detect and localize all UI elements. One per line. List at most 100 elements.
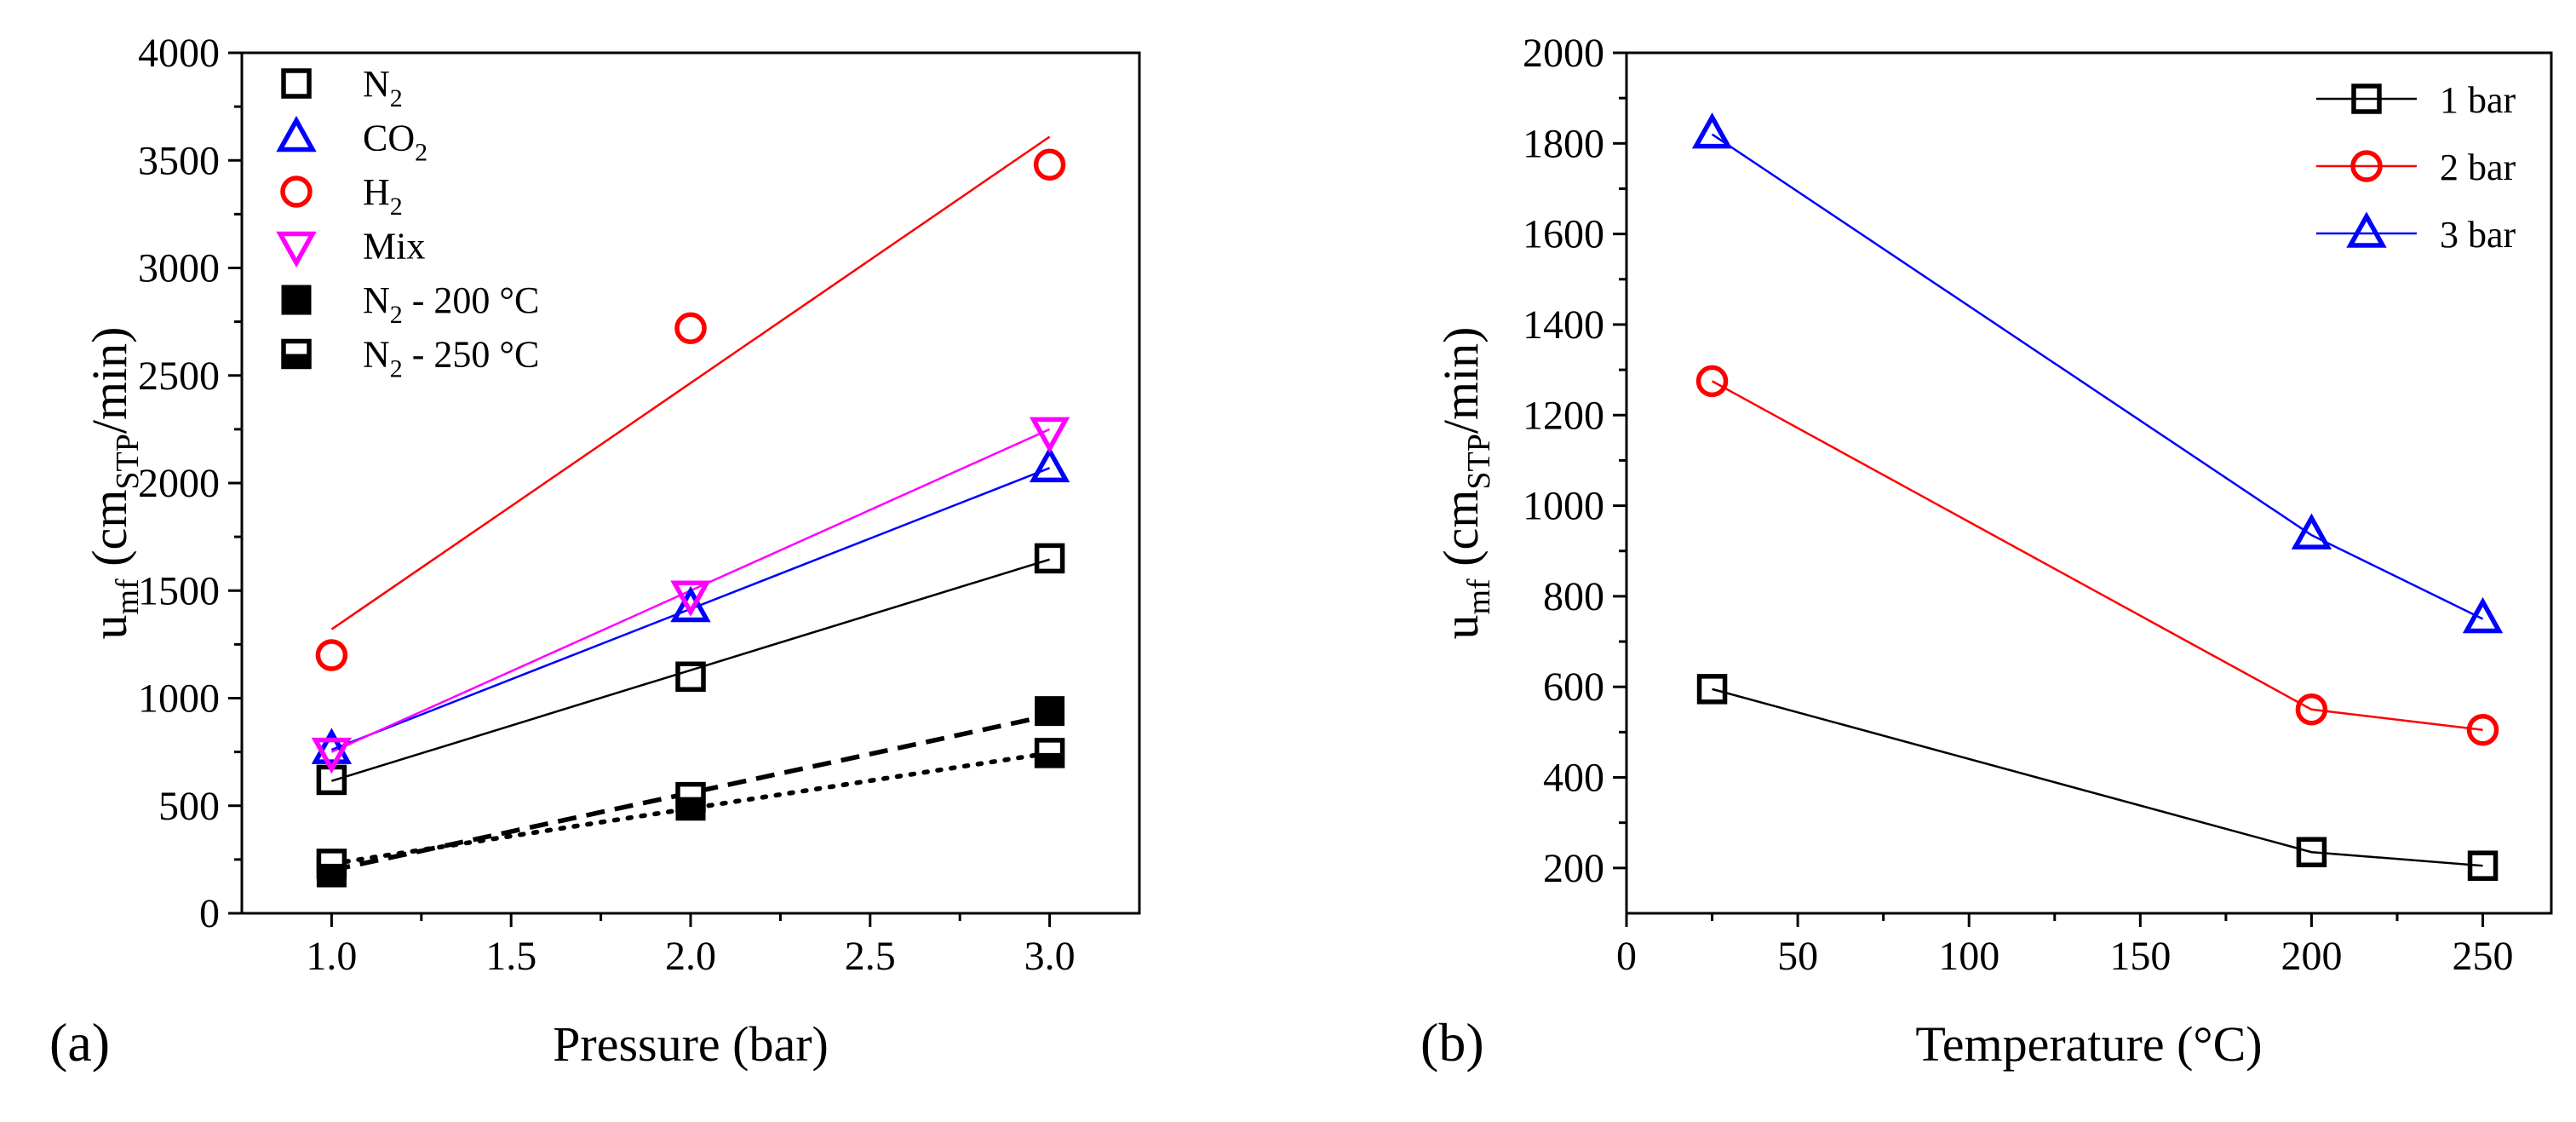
- b-x-tick-label: 200: [2281, 934, 2342, 979]
- b-x-tick-label: 50: [1777, 934, 1818, 979]
- b-y-tick-label: 200: [1543, 846, 1604, 891]
- panel-b-plot-frame: [1625, 51, 2553, 915]
- a-y-tick-label: 3500: [138, 138, 220, 183]
- data-point-mix: [1029, 417, 1070, 454]
- data-point-n2-200-c: [1035, 696, 1065, 727]
- b-x-tick-label: 150: [2109, 934, 2171, 979]
- b-y-tick-label: 600: [1543, 665, 1604, 710]
- legend-entry-co2: CO2: [276, 115, 427, 167]
- a-y-tick-label: 2000: [138, 461, 220, 506]
- data-point-mix: [670, 580, 711, 617]
- legend-marker-2-bar: [2350, 150, 2383, 182]
- data-point-2-bar: [2295, 693, 2328, 726]
- a-x-tick-label: 1.5: [485, 934, 536, 979]
- legend-label: CO2: [363, 118, 427, 167]
- data-point-n2: [675, 661, 706, 692]
- data-point-1-bar: [2467, 850, 2499, 881]
- legend-label: 2 bar: [2440, 147, 2516, 188]
- b-y-tick-label: 1800: [1523, 121, 1604, 166]
- data-point-n2-250-c: [316, 849, 347, 879]
- data-point-h2: [674, 312, 707, 344]
- series-line-2-bar: [1711, 380, 2483, 731]
- data-point-1-bar: [2296, 837, 2327, 867]
- a-y-tick-label: 3000: [138, 246, 220, 291]
- panel-a-fits: [329, 135, 1053, 873]
- panel-a-y-axis-title: umf (cmSTP/min): [82, 326, 146, 639]
- legend-marker-mix: [276, 231, 317, 268]
- legend-marker-n2-250-c: [281, 338, 312, 370]
- data-point-mix: [311, 737, 353, 774]
- panel-a: 1.0 1.5 2.0 2.5 3.0 0 500 1000 1500 2000 2500 3000…: [49, 31, 1141, 1073]
- a-y-tick-label: 0: [199, 891, 220, 936]
- panel-a-markers: [311, 148, 1070, 888]
- a-y-tick-label: 4000: [138, 31, 220, 76]
- data-point-1-bar: [1696, 674, 1728, 705]
- legend-label: Mix: [363, 226, 425, 268]
- data-point-h2: [1033, 148, 1066, 181]
- legend-label: N2: [363, 63, 403, 112]
- data-point-2-bar: [2466, 713, 2499, 746]
- legend-entry-n2-250-c: N2 - 250 °C: [281, 334, 539, 383]
- legend-label: N2 - 200 °C: [363, 279, 539, 329]
- data-point-3-bar: [2291, 513, 2332, 549]
- data-point-2-bar: [1695, 365, 1729, 398]
- data-point-n2: [1034, 543, 1065, 574]
- fit-line-n2: [331, 558, 1050, 782]
- data-point-h2: [315, 639, 348, 671]
- b-x-tick-label: 250: [2453, 934, 2514, 979]
- b-x-tick-label: 0: [1616, 934, 1637, 979]
- panel-b-lines: [1711, 133, 2484, 867]
- a-y-tick-label: 1500: [138, 568, 220, 613]
- legend-entry-n2-200-c: N2 - 200 °C: [281, 279, 539, 329]
- legend-entry-h2: H2: [280, 171, 403, 221]
- panel-b-legend: 1 bar 2 bar 3 bar: [2316, 79, 2516, 256]
- legend-label: H2: [363, 171, 403, 221]
- panel-a-x-axis-title: Pressure (bar): [553, 1016, 829, 1072]
- data-point-co2: [311, 728, 353, 764]
- legend-label: 1 bar: [2440, 79, 2516, 121]
- data-point-3-bar: [1691, 112, 1733, 149]
- legend-marker-3-bar: [2346, 211, 2387, 248]
- panel-b-y-axis-title: umf (cmSTP/min): [1433, 326, 1497, 639]
- data-point-co2: [1029, 446, 1070, 483]
- legend-marker-n2-200-c: [281, 285, 312, 315]
- fit-line-n2-250-c: [329, 751, 1053, 866]
- a-x-tick-label: 1.0: [306, 934, 357, 979]
- legend-marker-h2: [280, 175, 313, 208]
- series-line-1-bar: [1712, 688, 2483, 867]
- b-y-tick-label: 1000: [1523, 484, 1604, 529]
- legend-entry-2-bar: 2 bar: [2316, 147, 2516, 188]
- b-y-tick-label: 800: [1543, 574, 1604, 619]
- legend-marker-1-bar: [2351, 83, 2382, 114]
- b-y-tick-label: 1200: [1523, 393, 1604, 438]
- data-point-n2-250-c: [1034, 738, 1065, 768]
- b-x-tick-label: 100: [1938, 934, 1999, 979]
- data-point-co2: [670, 585, 711, 623]
- series-line-3-bar: [1711, 133, 2484, 620]
- panel-b-x-axis-title: Temperature (°C): [1915, 1016, 2262, 1072]
- a-x-tick-label: 2.0: [665, 934, 716, 979]
- legend-label: 3 bar: [2440, 214, 2516, 256]
- panel-b-label: (b): [1420, 1012, 1484, 1073]
- a-x-tick-label: 2.5: [845, 934, 896, 979]
- legend-entry-1-bar: 1 bar: [2316, 79, 2516, 121]
- b-y-tick-label: 400: [1543, 756, 1604, 801]
- a-y-tick-label: 2500: [138, 354, 220, 399]
- data-point-3-bar: [2462, 596, 2504, 634]
- data-point-n2-250-c: [675, 781, 706, 813]
- a-y-tick-label: 500: [158, 784, 220, 829]
- b-y-tick-label: 1400: [1523, 302, 1604, 348]
- panel-b: 0 50 100 150 200 250 200 400 600 800 1000 1200 1400…: [1420, 31, 2553, 1073]
- a-x-tick-label: 3.0: [1024, 934, 1076, 979]
- legend-label: N2 - 250 °C: [363, 334, 539, 383]
- b-y-tick-label: 2000: [1523, 31, 1604, 76]
- legend-entry-n2: N2: [281, 63, 403, 112]
- fit-line-h2: [330, 135, 1051, 630]
- a-y-tick-label: 1000: [138, 676, 220, 722]
- legend-marker-co2: [276, 115, 317, 152]
- panel-b-markers: [1691, 112, 2504, 881]
- b-y-tick-label: 1600: [1523, 212, 1604, 257]
- legend-entry-3-bar: 3 bar: [2316, 211, 2516, 256]
